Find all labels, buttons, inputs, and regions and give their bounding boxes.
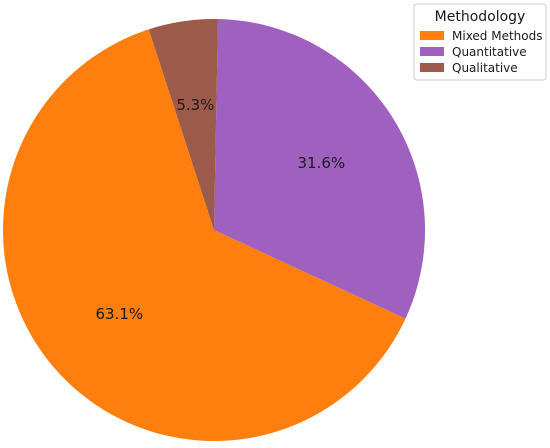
pie-slice-qualitative <box>148 19 218 230</box>
pie-slice-quantitative <box>214 19 425 319</box>
legend-label-qualitative: Qualitative <box>452 61 518 75</box>
percent-label-mixed-methods: 63.1% <box>95 305 143 323</box>
legend-label-quantitative: Quantitative <box>452 45 527 59</box>
percent-label-quantitative: 31.6% <box>297 154 345 172</box>
legend-frame <box>413 3 547 81</box>
pie-slices <box>2 19 425 441</box>
legend-title: Methodology <box>435 9 526 25</box>
legend-swatch-quantitative <box>420 47 444 56</box>
pie-slice-mixed-methods <box>2 29 406 441</box>
legend-items: Mixed Methods Quantitative Qualitative <box>420 29 543 75</box>
legend-swatch-mixed-methods <box>420 31 444 40</box>
legend-swatch-qualitative <box>420 63 444 72</box>
pie-percent-labels: 63.1% 31.6% 5.3% <box>95 96 345 323</box>
percent-label-qualitative: 5.3% <box>176 96 214 114</box>
legend: Methodology Mixed Methods Quantitative Qua… <box>413 3 547 81</box>
legend-label-mixed-methods: Mixed Methods <box>452 29 543 43</box>
